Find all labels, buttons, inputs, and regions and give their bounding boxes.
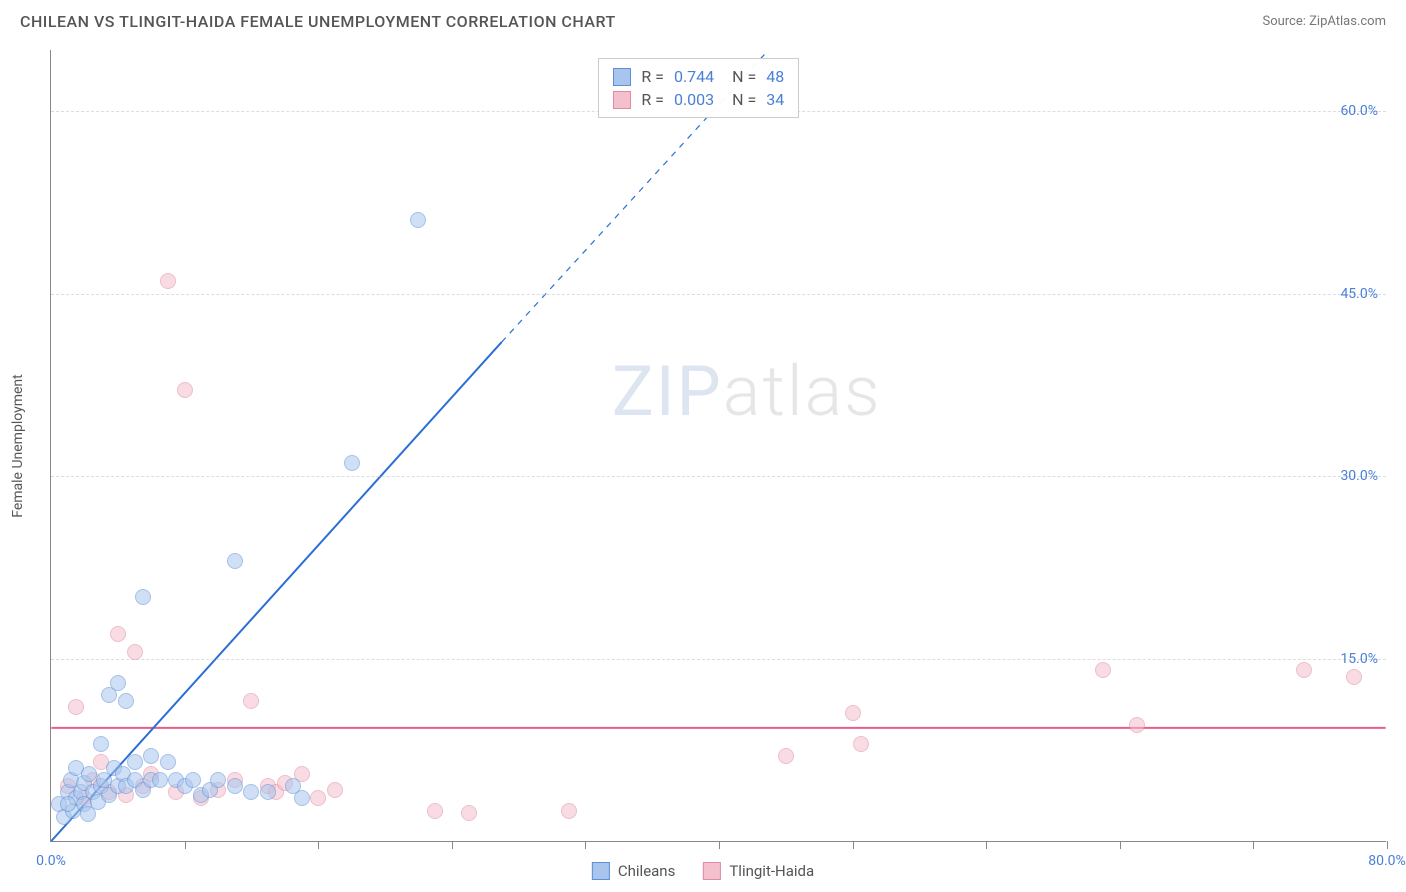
data-point bbox=[152, 772, 168, 788]
data-point bbox=[68, 699, 84, 715]
x-tick bbox=[986, 841, 987, 849]
data-point bbox=[110, 626, 126, 642]
stats-n-label: N = bbox=[724, 67, 756, 86]
legend-item: Chileans bbox=[592, 862, 675, 880]
data-point bbox=[1296, 662, 1312, 678]
legend-swatch bbox=[592, 862, 610, 880]
y-axis-label: Female Unemployment bbox=[10, 374, 26, 518]
stats-r-label: R = bbox=[641, 67, 664, 86]
data-point bbox=[110, 675, 126, 691]
data-point bbox=[127, 754, 143, 770]
gridline bbox=[51, 294, 1386, 295]
legend-label: Chileans bbox=[618, 862, 675, 880]
stats-row: R = 0.003 N = 34 bbox=[613, 88, 784, 111]
data-point bbox=[127, 644, 143, 660]
data-point bbox=[1129, 717, 1145, 733]
x-tick bbox=[1253, 841, 1254, 849]
data-point bbox=[227, 778, 243, 794]
data-point bbox=[1095, 662, 1111, 678]
stats-row: R = 0.744 N = 48 bbox=[613, 65, 784, 88]
x-tick-label: 0.0% bbox=[36, 853, 66, 869]
chart-plot-area: ZIPatlas 15.0%30.0%45.0%60.0%0.0%80.0%R … bbox=[50, 50, 1386, 842]
data-point bbox=[260, 784, 276, 800]
data-point bbox=[60, 796, 76, 812]
data-point bbox=[93, 736, 109, 752]
y-tick-label: 15.0% bbox=[1340, 651, 1378, 667]
x-tick bbox=[452, 841, 453, 849]
stats-n-value: 34 bbox=[766, 90, 784, 109]
stats-n-value: 48 bbox=[766, 67, 784, 86]
legend-swatch bbox=[703, 862, 721, 880]
data-point bbox=[118, 693, 134, 709]
x-tick-label: 80.0% bbox=[1368, 853, 1406, 869]
legend-swatch bbox=[613, 91, 631, 109]
chart-title: CHILEAN VS TLINGIT-HAIDA FEMALE UNEMPLOY… bbox=[20, 12, 616, 31]
data-point bbox=[327, 782, 343, 798]
bottom-legend: Chileans Tlingit-Haida bbox=[592, 862, 814, 880]
data-point bbox=[185, 772, 201, 788]
data-point bbox=[461, 805, 477, 821]
chart-source: Source: ZipAtlas.com bbox=[1262, 14, 1386, 29]
legend-label: Tlingit-Haida bbox=[729, 862, 814, 880]
data-point bbox=[160, 273, 176, 289]
data-point bbox=[160, 754, 176, 770]
y-tick-label: 30.0% bbox=[1340, 468, 1378, 484]
data-point bbox=[227, 553, 243, 569]
data-point bbox=[143, 748, 159, 764]
gridline bbox=[51, 476, 1386, 477]
stats-n-label: N = bbox=[724, 90, 756, 109]
x-tick bbox=[1387, 841, 1388, 849]
stats-r-value: 0.003 bbox=[674, 90, 714, 109]
data-point bbox=[294, 790, 310, 806]
trend-lines-layer bbox=[51, 50, 1386, 841]
gridline bbox=[51, 659, 1386, 660]
data-point bbox=[310, 790, 326, 806]
legend-item: Tlingit-Haida bbox=[703, 862, 814, 880]
data-point bbox=[177, 382, 193, 398]
y-tick-label: 60.0% bbox=[1340, 103, 1378, 119]
y-tick-label: 45.0% bbox=[1340, 286, 1378, 302]
stats-r-label: R = bbox=[641, 90, 664, 109]
data-point bbox=[853, 736, 869, 752]
data-point bbox=[561, 803, 577, 819]
x-tick bbox=[185, 841, 186, 849]
x-tick bbox=[318, 841, 319, 849]
data-point bbox=[243, 784, 259, 800]
data-point bbox=[243, 693, 259, 709]
stats-legend-box: R = 0.744 N = 48 R = 0.003 N = 34 bbox=[598, 58, 799, 118]
data-point bbox=[1346, 669, 1362, 685]
legend-swatch bbox=[613, 68, 631, 86]
x-tick bbox=[719, 841, 720, 849]
data-point bbox=[410, 212, 426, 228]
x-tick bbox=[853, 841, 854, 849]
x-tick bbox=[585, 841, 586, 849]
data-point bbox=[845, 705, 861, 721]
data-point bbox=[427, 803, 443, 819]
stats-r-value: 0.744 bbox=[674, 67, 714, 86]
chart-header: CHILEAN VS TLINGIT-HAIDA FEMALE UNEMPLOY… bbox=[0, 0, 1406, 39]
data-point bbox=[778, 748, 794, 764]
data-point bbox=[344, 455, 360, 471]
data-point bbox=[135, 589, 151, 605]
data-point bbox=[210, 772, 226, 788]
x-tick bbox=[1120, 841, 1121, 849]
